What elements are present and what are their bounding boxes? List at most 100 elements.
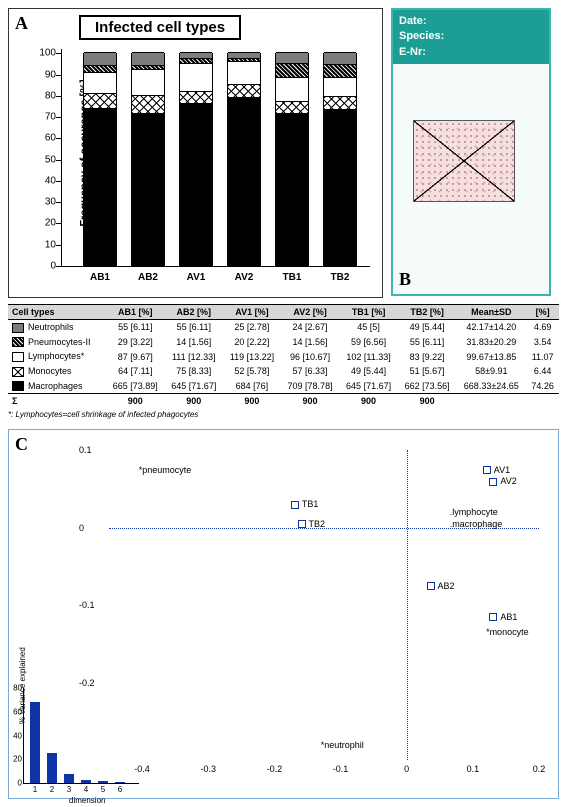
panel-b-label: B xyxy=(399,269,411,290)
bar-AV2 xyxy=(227,53,261,266)
scatter-point: AB2 xyxy=(427,581,455,591)
inset-x-label: dimension xyxy=(69,796,105,805)
panel-b-header-line: Date: xyxy=(399,14,543,29)
scatter-label: *monocyte xyxy=(486,627,529,637)
bar-seg xyxy=(84,108,116,265)
bar-AB1 xyxy=(83,53,117,266)
scatter-point: AB1 xyxy=(489,612,517,622)
inset-x-tick: 2 xyxy=(50,785,54,794)
x-tick-label: 0 xyxy=(404,764,409,774)
table-footnote: *: Lymphocytes=cell shrinkage of infecte… xyxy=(8,410,559,419)
panel-b-header-line: Species: xyxy=(399,29,543,44)
x-tick-label: AV1 xyxy=(187,272,206,283)
table-header: TB2 [%] xyxy=(398,305,457,320)
inset-bar xyxy=(30,702,40,783)
table-row: Lymphocytes*87 [9.67]111 [12.33]119 [13.… xyxy=(8,349,559,364)
bar-seg xyxy=(276,101,308,113)
table-header: AV2 [%] xyxy=(281,305,340,320)
table-sum-cell xyxy=(456,394,526,409)
inset-bar xyxy=(81,780,91,784)
table-row: Pneumocytes-II29 [3.22]14 [1.56]20 [2.22… xyxy=(8,335,559,350)
table-row-label: Macrophages xyxy=(8,379,106,394)
bar-seg xyxy=(132,52,164,65)
table-row-label: Lymphocytes* xyxy=(8,349,106,364)
data-table: Cell typesAB1 [%]AB2 [%]AV1 [%]AV2 [%]TB… xyxy=(8,304,559,408)
bar-seg xyxy=(276,113,308,265)
y-tick-label: 80 xyxy=(30,90,56,101)
bar-seg xyxy=(84,65,116,72)
panel-b-header-line: E-Nr: xyxy=(399,45,543,60)
inset-y-tick: 20 xyxy=(13,755,22,764)
table-cell: 14 [1.56] xyxy=(165,335,224,350)
inset-x-tick: 6 xyxy=(118,785,122,794)
bar-TB1 xyxy=(275,53,309,266)
bar-seg xyxy=(324,77,356,97)
y-tick-label: 60 xyxy=(30,133,56,144)
y-tick-label: 20 xyxy=(30,218,56,229)
x-tick-label: 0.1 xyxy=(467,764,480,774)
inset-x-tick: 3 xyxy=(67,785,71,794)
inset-x-tick: 1 xyxy=(33,785,37,794)
data-table-wrap: Cell typesAB1 [%]AB2 [%]AV1 [%]AV2 [%]TB… xyxy=(8,304,559,419)
table-cell: 87 [9.67] xyxy=(106,349,165,364)
bar-seg xyxy=(180,91,212,103)
table-cell: 4.69 xyxy=(526,320,559,335)
inset-bar xyxy=(64,774,74,784)
table-cell: 24 [2.67] xyxy=(281,320,340,335)
scatter-label: *neutrophil xyxy=(321,740,364,750)
table-cell: 119 [13.22] xyxy=(223,349,281,364)
bar-seg xyxy=(228,84,260,97)
table-cell: 662 [73.56] xyxy=(398,379,457,394)
y-tick-label: 90 xyxy=(30,69,56,80)
table-cell: 111 [12.33] xyxy=(165,349,224,364)
table-cell: 684 [76] xyxy=(223,379,281,394)
table-row-label: Pneumocytes-II xyxy=(8,335,106,350)
bar-seg xyxy=(324,109,356,265)
panel-a-plot-area: 0102030405060708090100AB1AB2AV1AV2TB1TB2 xyxy=(61,49,370,267)
panel-b-header: Date: Species: E-Nr: xyxy=(393,10,549,64)
scatter-label: .lymphocyte xyxy=(450,507,498,517)
inset-y-tick: 80 xyxy=(13,684,22,693)
x-tick-label: AV2 xyxy=(235,272,254,283)
table-cell: 645 [71.67] xyxy=(165,379,224,394)
inset-bar xyxy=(47,753,57,783)
inset-y-tick: 60 xyxy=(13,707,22,716)
table-cell: 29 [3.22] xyxy=(106,335,165,350)
x-tick-label: TB1 xyxy=(283,272,302,283)
table-cell: 74.26 xyxy=(526,379,559,394)
table-cell: 49 [5.44] xyxy=(398,320,457,335)
scatter-label: *pneumocyte xyxy=(139,465,192,475)
table-sum-cell xyxy=(526,394,559,409)
bar-seg xyxy=(180,58,212,63)
table-cell: 96 [10.67] xyxy=(281,349,340,364)
table-cell: 99.67±13.85 xyxy=(456,349,526,364)
table-sum-cell: 900 xyxy=(339,394,398,409)
x-tick-label: TB2 xyxy=(331,272,350,283)
bar-seg xyxy=(324,64,356,77)
bar-seg xyxy=(180,63,212,91)
table-cell: 645 [71.67] xyxy=(339,379,398,394)
table-row-label: Monocytes xyxy=(8,364,106,379)
table-header: [%] xyxy=(526,305,559,320)
y-tick-label: 50 xyxy=(30,154,56,165)
inset-y-tick: 0 xyxy=(18,779,22,788)
bar-TB2 xyxy=(323,53,357,266)
table-header: TB1 [%] xyxy=(339,305,398,320)
table-cell: 668.33±24.65 xyxy=(456,379,526,394)
bar-seg xyxy=(324,52,356,64)
bar-seg xyxy=(132,95,164,113)
table-cell: 709 [78.78] xyxy=(281,379,340,394)
x-tick-label: -0.1 xyxy=(333,764,349,774)
table-header: Mean±SD xyxy=(456,305,526,320)
y-tick-label: 40 xyxy=(30,175,56,186)
bar-seg xyxy=(228,97,260,265)
bar-seg xyxy=(324,96,356,108)
table-cell: 83 [9.22] xyxy=(398,349,457,364)
table-cell: 64 [7.11] xyxy=(106,364,165,379)
table-cell: 20 [2.22] xyxy=(223,335,281,350)
y-tick-label: 0 xyxy=(79,523,84,533)
table-cell: 102 [11.33] xyxy=(339,349,398,364)
table-row: Macrophages665 [73.89]645 [71.67]684 [76… xyxy=(8,379,559,394)
bar-seg xyxy=(276,77,308,101)
inset-x-tick: 4 xyxy=(84,785,88,794)
